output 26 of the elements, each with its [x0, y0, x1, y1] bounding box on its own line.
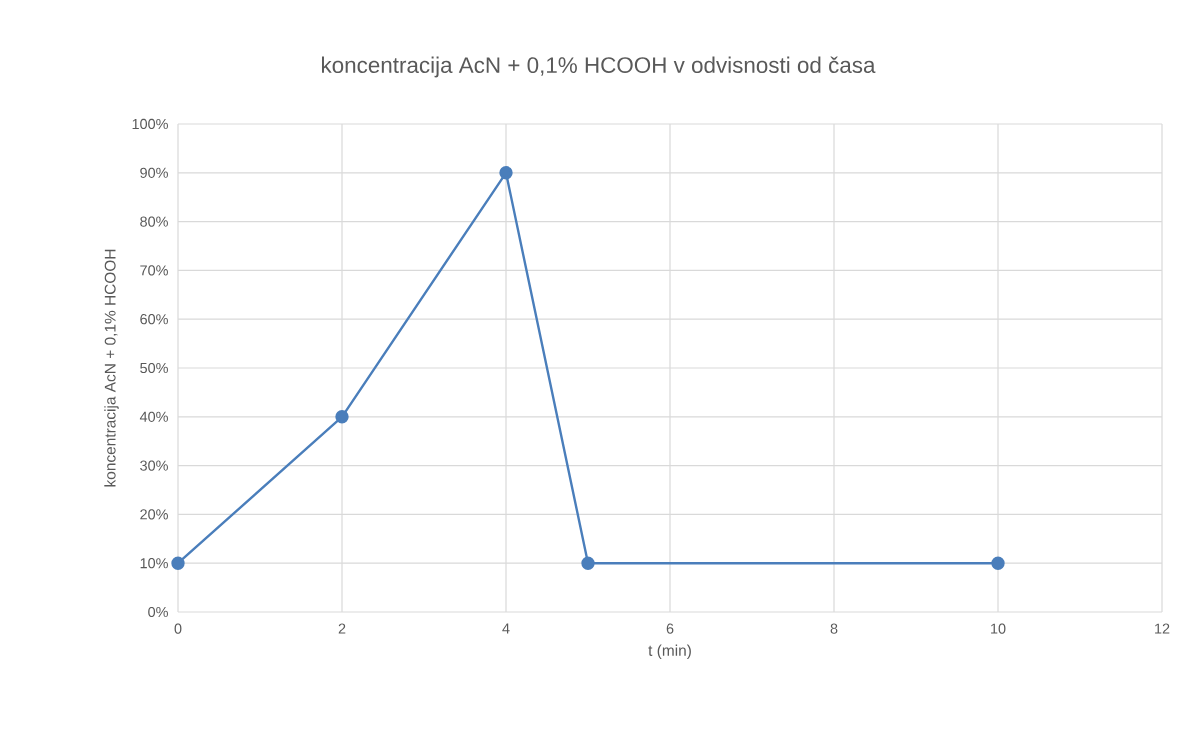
- y-tick-label: 90%: [140, 167, 168, 178]
- x-tick-label: 2: [338, 623, 346, 634]
- y-tick-label: 10%: [140, 558, 168, 569]
- x-axis-title: t (min): [648, 644, 691, 659]
- y-tick-label: 20%: [140, 509, 168, 520]
- y-tick-label: 80%: [140, 216, 168, 227]
- x-tick-label: 6: [666, 623, 674, 634]
- y-tick-label: 70%: [140, 265, 168, 276]
- y-tick-label: 40%: [139, 411, 168, 422]
- x-tick-label: 10: [991, 623, 1006, 634]
- point: [171, 556, 185, 570]
- chart-title: koncentracija AcN + 0,1% HCOOH v odvisnosti od časa: [322, 56, 876, 78]
- x-tick-label: 12: [1155, 623, 1170, 634]
- point: [991, 556, 1005, 570]
- y-tick-label: 0%: [148, 606, 168, 618]
- y-tick-label: 30%: [140, 460, 168, 471]
- point: [335, 410, 349, 424]
- x-tick-label: 0: [174, 623, 182, 634]
- point: [499, 166, 513, 180]
- y-axis-title: koncentracija AcN + 0,1% HCOOH: [104, 249, 119, 487]
- point: [581, 556, 595, 570]
- y-tick-label: 50%: [140, 362, 168, 374]
- y-tick-label: 60%: [140, 314, 168, 325]
- x-tick-label: 8: [830, 623, 838, 634]
- x-tick-label: 4: [502, 623, 510, 634]
- y-tick-label: 100%: [132, 118, 168, 130]
